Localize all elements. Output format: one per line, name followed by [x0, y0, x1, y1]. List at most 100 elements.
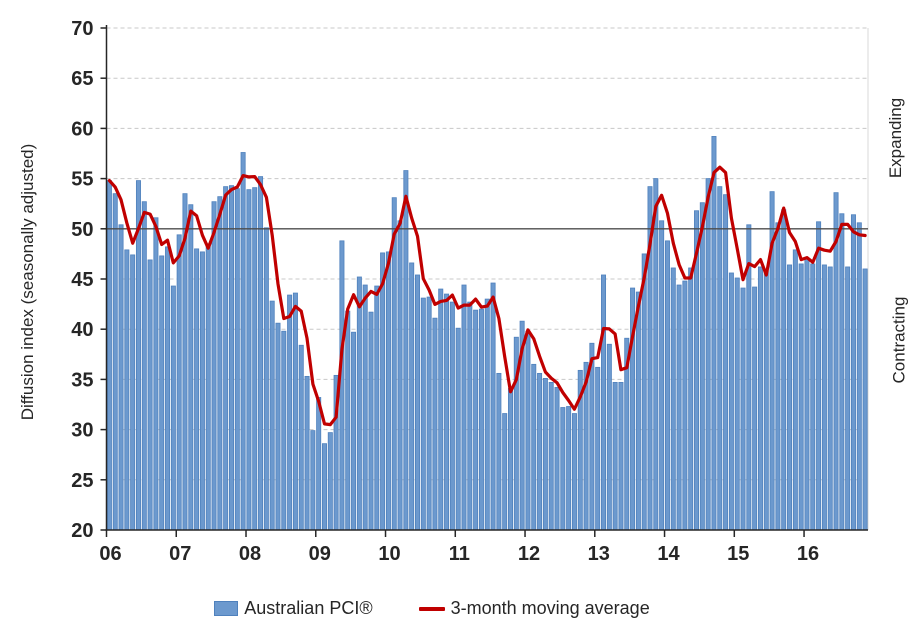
pci-bar — [351, 331, 357, 531]
pci-bar — [292, 292, 298, 531]
pci-bar — [420, 297, 426, 531]
pci-bar — [199, 251, 205, 531]
pci-bar — [676, 284, 682, 531]
pci-bar — [821, 264, 827, 531]
y-tick-label: 60 — [71, 118, 93, 140]
pci-bar — [670, 267, 676, 531]
pci-bar — [205, 243, 211, 531]
legend-item-moving-average: 3-month moving average — [418, 598, 650, 619]
pci-bar — [792, 249, 798, 531]
pci-bar — [176, 234, 182, 531]
pci-bar — [380, 252, 386, 531]
pci-bar — [467, 301, 473, 531]
pci-bar — [281, 330, 287, 531]
pci-bar — [159, 255, 165, 531]
pci-bar — [345, 310, 351, 531]
pci-bar — [816, 221, 822, 531]
y-axis-title: Diffusion index (seasonally adjusted) — [18, 143, 37, 421]
pci-bar — [170, 285, 176, 531]
pci-bar — [304, 375, 310, 531]
pci-bar — [717, 186, 723, 531]
y-tick-label: 45 — [71, 269, 93, 291]
pci-bar — [653, 178, 659, 531]
pci-bar — [310, 430, 316, 531]
pci-bar — [525, 330, 531, 531]
pci-bar — [124, 249, 130, 531]
x-tick-label: 13 — [588, 543, 610, 565]
pci-bar — [484, 298, 490, 531]
pci-bar — [461, 284, 467, 531]
pci-bar — [118, 224, 124, 531]
pci-bar — [548, 382, 554, 531]
y-tick-label: 40 — [71, 319, 93, 341]
pci-bar — [775, 222, 781, 531]
pci-bar — [664, 240, 670, 531]
pci-bar — [659, 220, 665, 531]
y-tick-label: 50 — [71, 219, 93, 241]
pci-bar — [740, 287, 746, 531]
pci-bar — [362, 284, 368, 531]
bar-series-swatch — [214, 601, 239, 616]
y-tick-label: 35 — [71, 369, 93, 391]
pci-bar — [606, 343, 612, 531]
expanding-label: Expanding — [886, 97, 906, 179]
chart-legend: Australian PCI® 3-month moving average — [0, 598, 890, 619]
pci-bar — [757, 266, 763, 531]
pci-bar — [478, 308, 484, 531]
contracting-label: Contracting — [889, 296, 909, 384]
pci-bar — [705, 178, 711, 531]
pci-bar — [252, 187, 258, 531]
pci-bar — [339, 240, 345, 531]
pci-bar — [165, 246, 171, 531]
pci-bar — [368, 311, 374, 531]
pci-bar — [595, 366, 601, 531]
pci-bar — [397, 220, 403, 531]
pci-bar — [787, 264, 793, 531]
pci-bar — [321, 443, 327, 531]
pci-bar — [240, 152, 246, 531]
pci-bar — [804, 258, 810, 531]
x-tick-label: 08 — [239, 543, 261, 565]
pci-bar — [263, 227, 269, 531]
y-tick-label: 30 — [71, 420, 93, 442]
pci-bar — [502, 413, 508, 531]
pci-bar — [275, 322, 281, 531]
pci-bar — [409, 262, 415, 531]
pci-bar — [473, 309, 479, 531]
pci-bar — [734, 277, 740, 531]
pci-bar — [217, 196, 223, 531]
x-tick-label: 16 — [797, 543, 819, 565]
y-tick-label: 65 — [71, 68, 93, 90]
x-tick-label: 14 — [657, 543, 680, 565]
pci-bar — [699, 202, 705, 531]
pci-bar — [211, 201, 217, 531]
pci-bar — [635, 291, 641, 531]
pci-bar — [554, 387, 560, 531]
pci-bar — [356, 276, 362, 531]
pci-bar — [234, 188, 240, 531]
pci-bar — [531, 363, 537, 531]
pci-bar — [601, 274, 607, 531]
pci-bar — [188, 204, 194, 531]
pci-bar — [438, 288, 444, 531]
pci-bar — [112, 193, 118, 531]
pci-bar — [827, 266, 833, 531]
pci-bar — [490, 282, 496, 531]
pci-bar — [810, 263, 816, 531]
pci-bar — [688, 267, 694, 531]
pci-bar — [856, 222, 862, 531]
pci-bar — [862, 268, 868, 531]
pci-bar — [269, 300, 275, 531]
y-tick-label: 70 — [71, 18, 93, 40]
pci-bar — [566, 406, 572, 531]
pci-bar — [414, 274, 420, 531]
pci-bar — [432, 317, 438, 531]
pci-bar — [508, 388, 514, 531]
pci-bar — [287, 294, 293, 531]
pci-bar — [537, 372, 543, 531]
legend-item-pci: Australian PCI® — [214, 598, 373, 619]
pci-bar — [571, 413, 577, 531]
x-tick-label: 12 — [518, 543, 540, 565]
